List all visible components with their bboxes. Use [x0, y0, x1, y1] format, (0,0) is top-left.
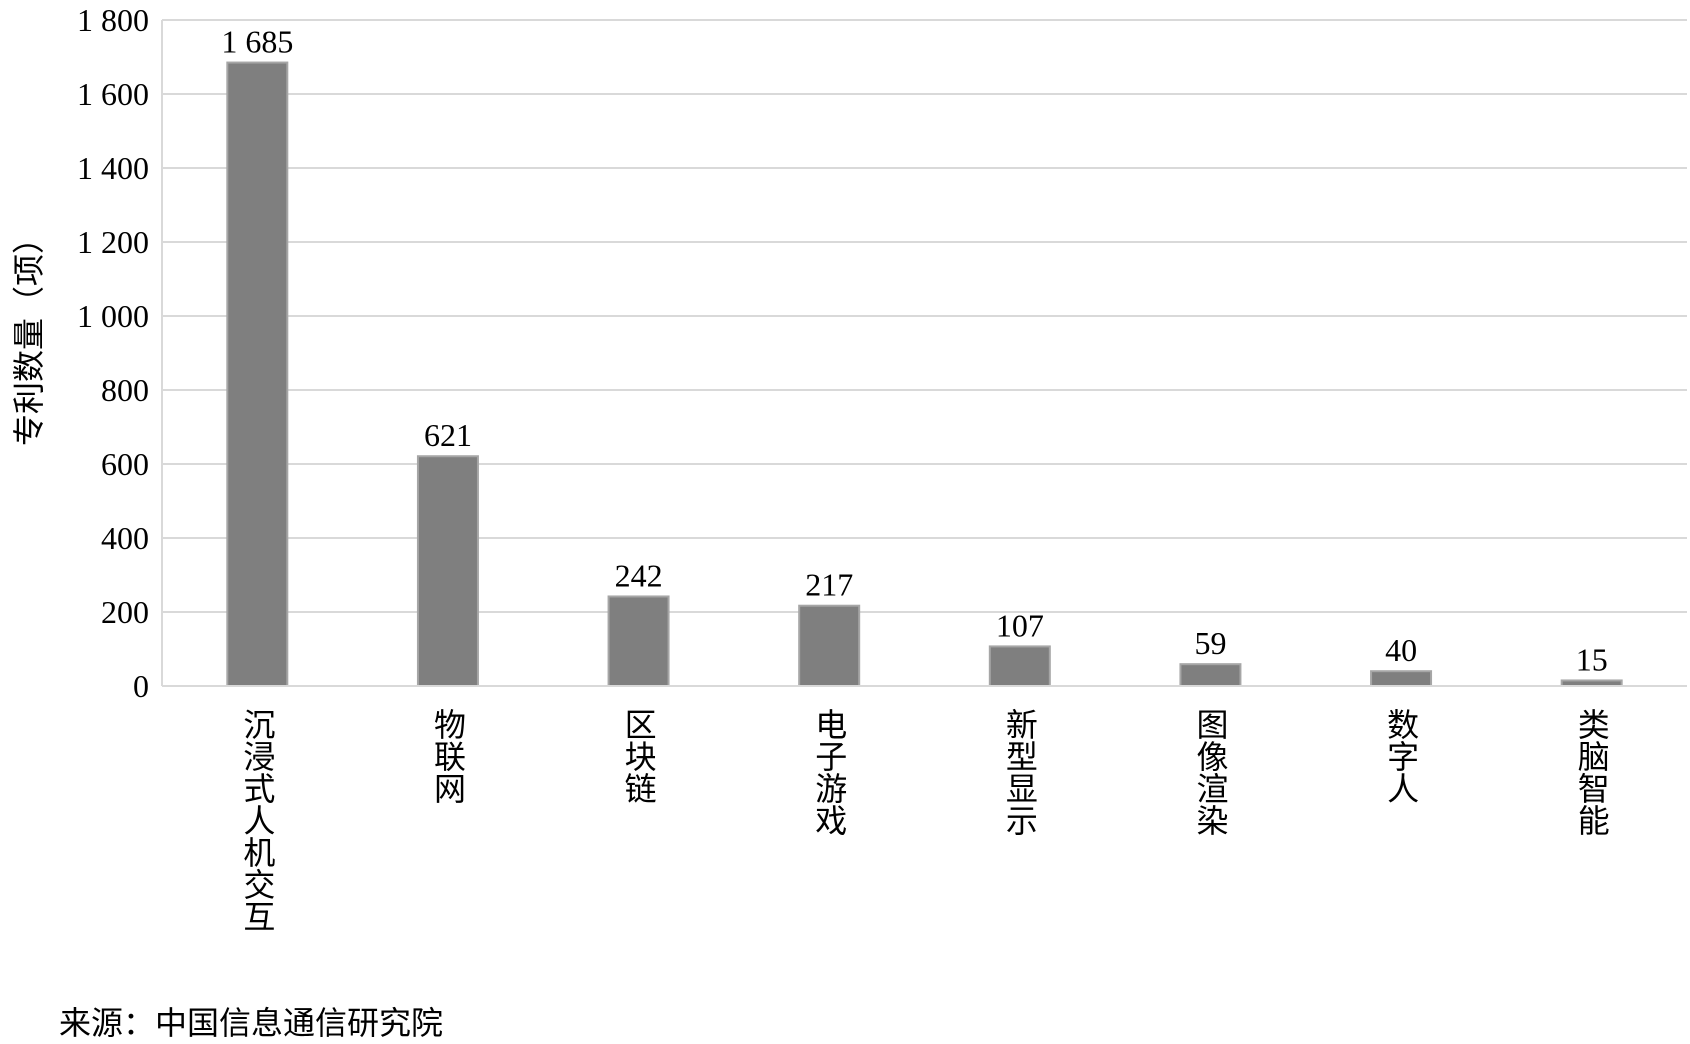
bar — [226, 61, 289, 688]
bar — [1179, 663, 1242, 687]
bar — [607, 595, 670, 688]
data-label: 59 — [1194, 625, 1226, 661]
x-tick-label: 区块链 — [620, 708, 657, 804]
y-tick-label: 400 — [101, 520, 149, 556]
x-tick-label: 电子游戏 — [811, 708, 848, 836]
data-label: 15 — [1576, 641, 1608, 677]
bar — [416, 455, 479, 688]
y-tick-label: 600 — [101, 446, 149, 482]
y-tick-label: 1 400 — [77, 150, 149, 186]
y-tick-label: 1 800 — [77, 2, 149, 38]
y-tick-label: 1 200 — [77, 224, 149, 260]
bar — [798, 604, 861, 688]
x-tick-label: 物联网 — [429, 708, 466, 804]
data-label: 1 685 — [221, 24, 293, 60]
x-tick-label: 数字人 — [1383, 708, 1420, 804]
data-label: 217 — [805, 567, 853, 603]
x-tick-label: 类脑智能 — [1573, 708, 1610, 836]
y-tick-label: 0 — [133, 668, 149, 704]
bar — [988, 645, 1051, 687]
y-tick-label: 1 600 — [77, 76, 149, 112]
data-label: 107 — [996, 607, 1044, 643]
y-tick-label: 1 000 — [77, 298, 149, 334]
x-tick-label: 沉浸式人机交互 — [239, 708, 276, 932]
data-label: 242 — [615, 557, 663, 593]
x-tick-label: 图像渲染 — [1192, 708, 1229, 836]
data-label: 621 — [424, 417, 472, 453]
y-axis-label: 专利数量（项） — [11, 221, 47, 447]
y-tick-label: 800 — [101, 372, 149, 408]
x-tick-label: 新型显示 — [1001, 708, 1038, 836]
source-note: 来源：中国信息通信研究院 — [59, 1005, 444, 1041]
y-tick-label: 200 — [101, 594, 149, 630]
data-label: 40 — [1385, 632, 1417, 668]
bar — [1370, 670, 1433, 688]
